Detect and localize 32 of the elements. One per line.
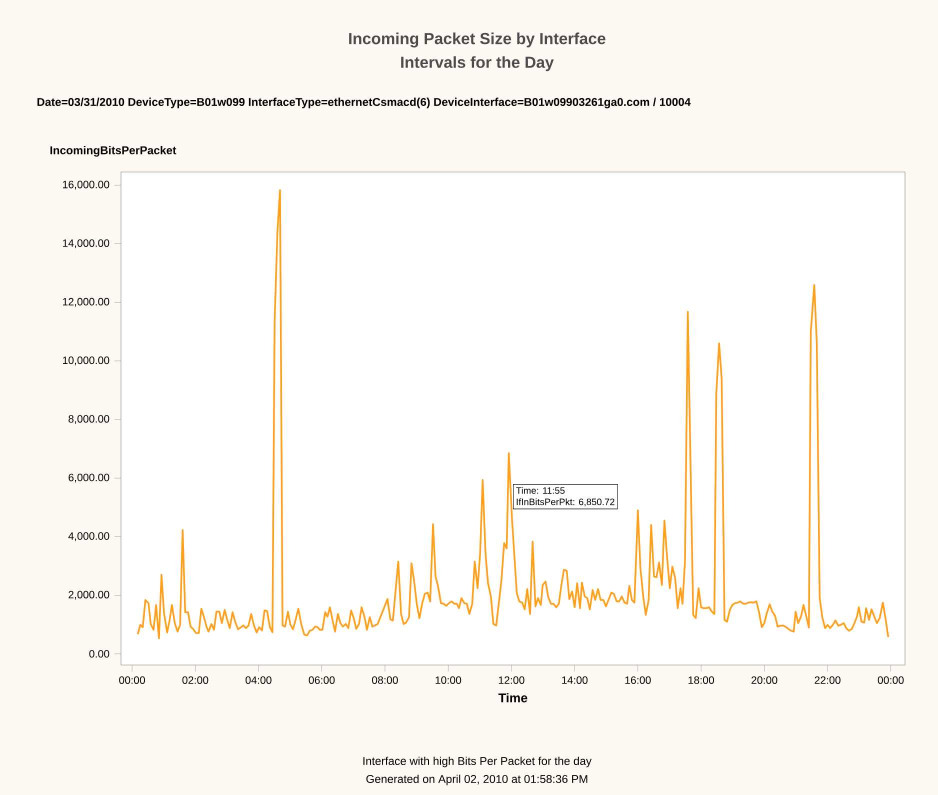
text: Date=03/31/2010 DeviceType=B01w099 InterfaceType=ethernetCsmacd(6) DeviceInterface=B01w09903261ga0.com / 10004	[37, 98, 691, 108]
x-tick-label: 18:00	[688, 676, 714, 684]
x-tick-label: 20:00	[752, 676, 778, 684]
y-tick-label: 12,000.00	[62, 298, 110, 307]
x-tick-label: 22:00	[814, 676, 840, 684]
y-tick-label: 8,000.00	[68, 415, 110, 424]
y-tick-label: 0.00	[89, 650, 110, 658]
x-tick-label: 08:00	[372, 676, 398, 684]
text: Generated on April 02, 2010 at 01:58:36 PM	[366, 774, 588, 786]
y-tick-label: 10,000.00	[62, 356, 110, 366]
annotation: IfInBitsPerPkt: 6,850.72	[516, 498, 614, 506]
x-tick-label: 14:00	[562, 676, 588, 684]
annotation: Time: 11:55	[516, 486, 565, 494]
y-tick-label: 14,000.00	[62, 239, 110, 248]
x-tick-label: 00:00	[878, 676, 904, 684]
chart-subtitle: Intervals for the Day	[401, 56, 554, 72]
x-axis-title: Time	[498, 693, 528, 702]
y-tick-label: 16,000.00	[62, 180, 110, 190]
line-series	[136, 189, 890, 640]
x-tick-label: 16:00	[625, 676, 651, 684]
x-tick-label: 00:00	[119, 676, 146, 684]
x-tick-label: 06:00	[308, 676, 335, 684]
y-tick-label: 6,000.00	[68, 474, 110, 482]
text: Interface with high Bits Per Packet for the day	[363, 756, 592, 768]
x-tick-label: 10:00	[436, 676, 462, 684]
y-axis-title: IncomingBitsPerPacket	[50, 146, 176, 157]
x-tick-label: 12:00	[498, 676, 524, 684]
x-tick-label: 02:00	[182, 676, 208, 684]
y-tick-label: 2,000.00	[68, 590, 110, 600]
chart-title: Incoming Packet Size by Interface	[349, 32, 606, 48]
y-tick-label: 4,000.00	[68, 532, 110, 542]
x-tick-label: 04:00	[246, 676, 272, 684]
